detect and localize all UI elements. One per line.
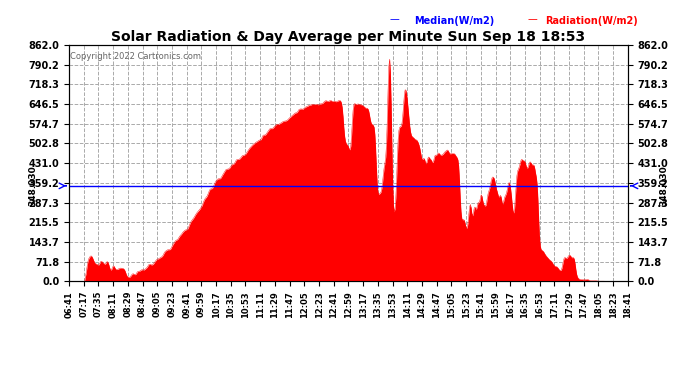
Text: 348.030: 348.030 bbox=[28, 165, 37, 206]
Text: —: — bbox=[390, 15, 400, 24]
Title: Solar Radiation & Day Average per Minute Sun Sep 18 18:53: Solar Radiation & Day Average per Minute… bbox=[111, 30, 586, 44]
Text: Radiation(W/m2): Radiation(W/m2) bbox=[545, 16, 638, 26]
Text: 348.030: 348.030 bbox=[660, 165, 669, 206]
Text: Copyright 2022 Cartronics.com: Copyright 2022 Cartronics.com bbox=[70, 52, 201, 61]
Text: —: — bbox=[528, 15, 538, 24]
Text: Median(W/m2): Median(W/m2) bbox=[414, 16, 494, 26]
